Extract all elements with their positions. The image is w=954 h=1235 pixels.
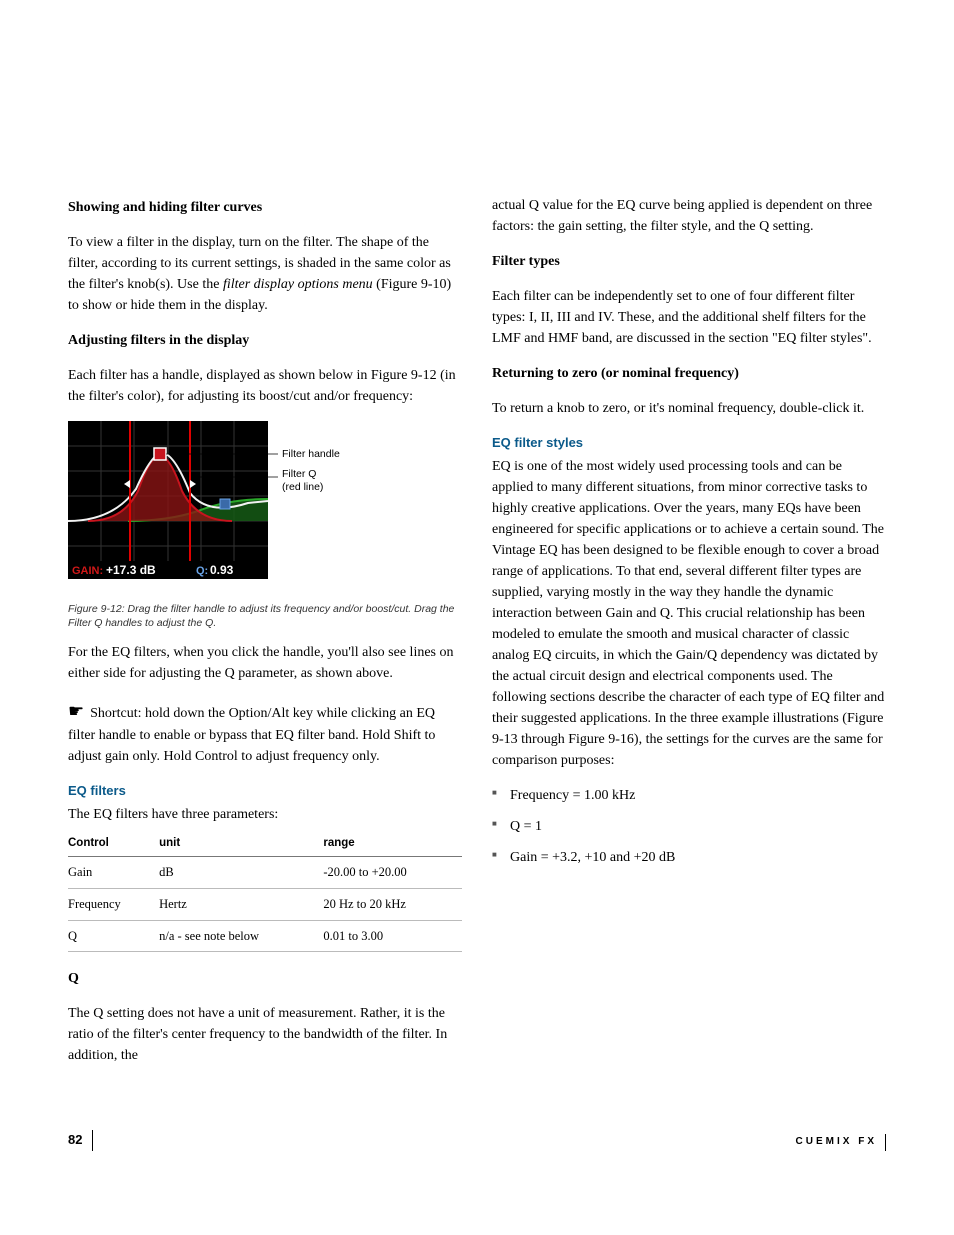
gain-label: GAIN: [72,565,103,577]
q-label: Q: [196,565,208,577]
callout-red-line: (red line) [282,481,323,493]
para-eq-filters: The EQ filters have three parameters: [68,804,462,825]
cell: n/a - see note below [159,920,323,952]
cell: dB [159,857,323,889]
para-shortcut: ☛Shortcut: hold down the Option/Alt key … [68,698,462,767]
gain-value: +17.3 dB [106,563,156,577]
q-value: 0.93 [210,563,234,577]
para-eq-styles: EQ is one of the most widely used proces… [492,456,886,771]
para-q: The Q setting does not have a unit of me… [68,1003,462,1066]
para-filter-types: Each filter can be independently set to … [492,286,886,349]
settings-list: Frequency = 1.00 kHz Q = 1 Gain = +3.2, … [492,785,886,868]
heading-eq-styles: EQ filter styles [492,433,886,453]
para-return-zero: To return a knob to zero, or it's nomina… [492,398,886,419]
para-eq-handle: For the EQ filters, when you click the h… [68,642,462,684]
heading-adjusting: Adjusting filters in the display [68,330,462,351]
heading-filter-types: Filter types [492,251,886,272]
list-item: Gain = +3.2, +10 and +20 dB [492,847,886,868]
th-unit: unit [159,831,323,857]
footer-title: CUEMIX FX [796,1134,886,1151]
text: Shortcut: hold down the Option/Alt key w… [68,706,435,764]
heading-return-zero: Returning to zero (or nominal frequency) [492,363,886,384]
table-header-row: Control unit range [68,831,462,857]
cell: Q [68,920,159,952]
figure-9-12: GAIN: +17.3 dB Q: 0.93 Filter handle Fil… [68,421,462,596]
eq-filter-diagram: GAIN: +17.3 dB Q: 0.93 Filter handle Fil… [68,421,368,596]
callout-filter-q: Filter Q [282,468,316,480]
cell: Hertz [159,888,323,920]
cell: 0.01 to 3.00 [323,920,462,952]
table-row: Gain dB -20.00 to +20.00 [68,857,462,889]
th-control: Control [68,831,159,857]
table-row: Q n/a - see note below 0.01 to 3.00 [68,920,462,952]
para-q-continued: actual Q value for the EQ curve being ap… [492,195,886,237]
heading-showing-hiding: Showing and hiding filter curves [68,197,462,218]
para-showing-hiding: To view a filter in the display, turn on… [68,232,462,316]
right-column: actual Q value for the EQ curve being ap… [492,195,886,1066]
page-footer: 82 CUEMIX FX [68,1130,886,1152]
cell: -20.00 to +20.00 [323,857,462,889]
th-range: range [323,831,462,857]
text-italic: filter display options menu [223,277,373,292]
para-adjusting: Each filter has a handle, displayed as s… [68,365,462,407]
callout-filter-handle: Filter handle [282,448,340,460]
table-row: Frequency Hertz 20 Hz to 20 kHz [68,888,462,920]
cell: Frequency [68,888,159,920]
list-item: Q = 1 [492,816,886,837]
cell: Gain [68,857,159,889]
figure-caption: Figure 9-12: Drag the filter handle to a… [68,602,462,630]
heading-q: Q [68,968,462,989]
params-table: Control unit range Gain dB -20.00 to +20… [68,831,462,953]
cell: 20 Hz to 20 kHz [323,888,462,920]
list-item: Frequency = 1.00 kHz [492,785,886,806]
left-column: Showing and hiding filter curves To view… [68,195,462,1066]
page-number: 82 [68,1130,93,1152]
heading-eq-filters: EQ filters [68,781,462,801]
pointing-hand-icon: ☛ [68,701,84,721]
